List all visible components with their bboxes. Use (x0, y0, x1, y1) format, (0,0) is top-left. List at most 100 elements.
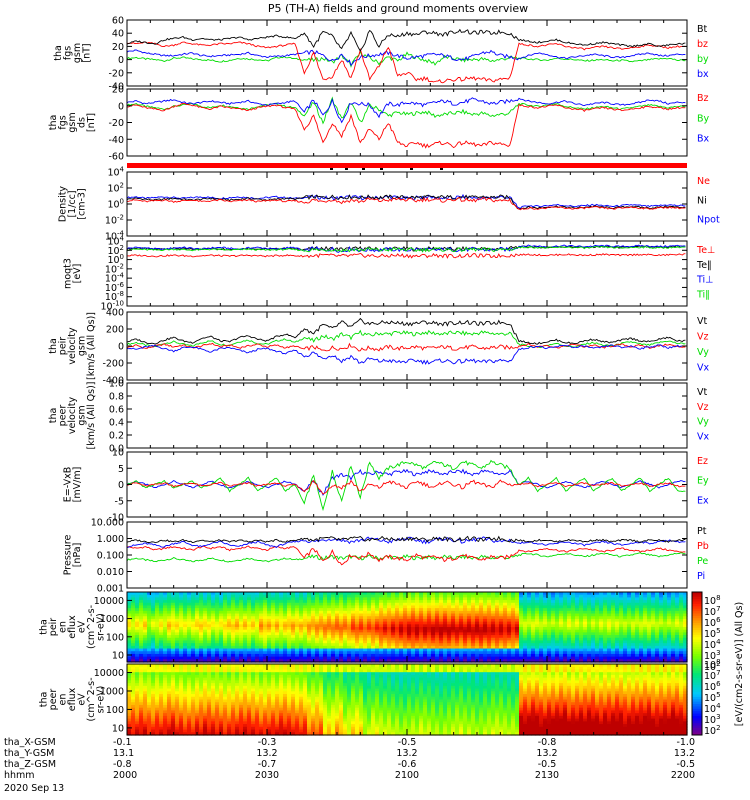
spectrogram-cell (527, 600, 532, 604)
spectrogram-cell (203, 618, 208, 623)
spectrogram-cell (443, 600, 448, 604)
spectrogram-cell (567, 627, 572, 631)
spectrogram-cell (375, 627, 380, 631)
spectrogram-cell (379, 651, 384, 655)
spectrogram-cell (259, 656, 264, 660)
spectrogram-cell (515, 635, 520, 639)
spectrogram-cell (199, 699, 204, 703)
spectrogram-cell (367, 645, 372, 650)
spectrogram-cell (155, 724, 160, 728)
spectrogram-cell (215, 592, 220, 596)
spectrogram-cell (231, 610, 236, 615)
spectrogram-cell (571, 627, 576, 631)
spectrogram-cell (551, 613, 556, 617)
spectrogram-cell (607, 653, 612, 658)
spectrogram-cell (523, 653, 528, 658)
spectrogram-cell (547, 635, 552, 639)
spectrogram-cell (543, 635, 548, 639)
spectrogram-cell (647, 600, 652, 604)
spectrogram-cell (563, 616, 568, 620)
spectrogram-cell (259, 627, 264, 631)
spectrogram-cell (379, 597, 384, 601)
spectrogram-cell (219, 610, 224, 615)
spectrogram-cell (275, 613, 280, 617)
spectrogram-cell (171, 715, 176, 720)
spectrogram-cell (531, 592, 536, 596)
spectrogram-cell (303, 659, 308, 663)
spectrogram-cell (615, 637, 620, 642)
spectrogram-cell (143, 632, 148, 636)
spectrogram-cell (151, 664, 156, 668)
spectrogram-cell (675, 597, 680, 601)
spectrogram-cell (223, 637, 228, 642)
spectrogram-cell (411, 594, 416, 598)
spectrogram-cell (491, 608, 496, 612)
spectrogram-cell (271, 592, 276, 596)
spectrogram-cell (399, 659, 404, 663)
spectrogram-cell (247, 602, 252, 607)
spectrogram-cell (167, 683, 172, 687)
spectrogram-cell (407, 651, 412, 655)
spectrogram-cell (343, 610, 348, 615)
spectrogram-cell (627, 656, 632, 660)
spectrogram-cell (491, 600, 496, 604)
spectrogram-cell (367, 659, 372, 663)
spectrogram-cell (419, 594, 424, 598)
spectrogram-cell (191, 645, 196, 650)
spectrogram-cell (523, 656, 528, 660)
spectrogram-cell (287, 651, 292, 655)
spectrogram-cell (303, 637, 308, 642)
spectrogram-cell (191, 680, 196, 684)
spectrogram-cell (167, 600, 172, 604)
spectrogram-cell (387, 600, 392, 604)
spectrogram-cell (547, 624, 552, 628)
spectrogram-cell (639, 629, 644, 633)
spectrogram-cell (367, 637, 372, 642)
spectrogram-cell (327, 621, 332, 625)
spectrogram-cell (203, 724, 208, 728)
spectrogram-cell (195, 688, 200, 692)
series-line (126, 41, 686, 84)
spectrogram-cell (347, 627, 352, 631)
spectrogram-cell (663, 616, 668, 620)
spectrogram-cell (299, 613, 304, 617)
spectrogram-cell (467, 592, 472, 596)
spectrogram-cell (315, 645, 320, 650)
spectrogram-cell (255, 616, 260, 620)
spectrogram-cell (347, 651, 352, 655)
spectrogram-cell (279, 627, 284, 631)
spectrogram-cell (671, 659, 676, 663)
spectrogram-cell (235, 610, 240, 615)
spectrogram-cell (623, 608, 628, 612)
spectrogram-cell (211, 645, 216, 650)
spectrogram-cell (251, 624, 256, 628)
spectrogram-cell (219, 672, 224, 676)
spectrogram-cell (571, 635, 576, 639)
spectrogram-cell (191, 721, 196, 725)
spectrogram-cell (375, 653, 380, 658)
spectrogram-cell (471, 645, 476, 650)
spectrogram-cell (619, 613, 624, 617)
spectrogram-cell (391, 592, 396, 596)
spectrogram-cell (127, 640, 132, 644)
spectrogram-cell (587, 643, 592, 647)
spectrogram-cell (131, 659, 136, 663)
spectrogram-cell (423, 632, 428, 636)
spectrogram-cell (171, 637, 176, 642)
spectrogram-cell (635, 608, 640, 612)
spectrogram-cell (659, 602, 664, 607)
spectrogram-cell (343, 629, 348, 633)
spectrogram-cell (643, 616, 648, 620)
spectrogram-cell (491, 594, 496, 598)
spectrogram-cell (479, 605, 484, 609)
spectrogram-cell (315, 597, 320, 601)
spectrogram-cell (499, 618, 504, 623)
spectrogram-cell (431, 651, 436, 655)
spectrogram-cell (155, 594, 160, 598)
spectrogram-cell (495, 635, 500, 639)
spectrogram-cell (447, 627, 452, 631)
spectrogram-cell (303, 605, 308, 609)
spectrogram-cell (131, 656, 136, 660)
spectrogram-cell (471, 637, 476, 642)
spectrogram-cell (255, 645, 260, 650)
